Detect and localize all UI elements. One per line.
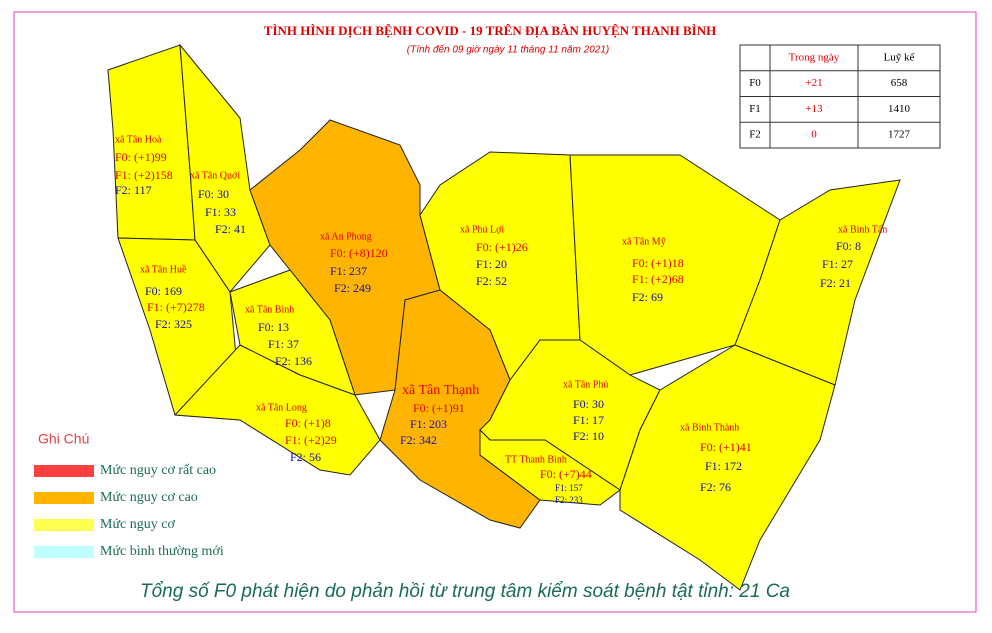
table-cell: F0 <box>749 77 761 89</box>
region-stat: F0: 30 <box>198 187 229 201</box>
region-area <box>479 428 621 506</box>
region-stat: F0: (+7)44 <box>540 467 592 481</box>
region-area <box>619 344 836 591</box>
region-name: xã Tân Huề <box>140 264 187 275</box>
region-stat: F2: 117 <box>115 183 152 197</box>
region-stat: F2: 249 <box>334 281 371 295</box>
region-stat: F2: 56 <box>290 450 321 464</box>
region-name: xã Tân Hoà <box>115 134 162 145</box>
region-stat: F2: 76 <box>700 480 731 494</box>
region-stat: F1: 27 <box>822 257 853 271</box>
region-stat: F1: 172 <box>705 459 742 473</box>
legend: Ghi Chú Mức nguy cơ rất cao Mức nguy cơ ca… <box>34 431 224 559</box>
region-name: xã Tân Thạnh <box>402 383 479 398</box>
region-name: xã An Phong <box>320 231 372 242</box>
region-name: xã Tân Quới <box>190 170 240 181</box>
region-stat: F1: 203 <box>410 417 447 431</box>
footer: Tổng số F0 phát hiện do phản hồi từ trun… <box>140 581 790 602</box>
region-stat: F1: 157 <box>555 483 583 493</box>
table-cell: F1 <box>749 103 761 115</box>
region-stat: F2: 136 <box>275 354 312 368</box>
region-stat: F2: 41 <box>215 222 246 236</box>
legend-label: Mức nguy cơ cao <box>100 490 198 505</box>
region-stat: F2: 10 <box>573 429 604 443</box>
region-name: xã Tân Bình <box>245 304 294 315</box>
region-stat: F2: 342 <box>400 433 437 447</box>
table-cell: 0 <box>811 129 817 141</box>
table-header: Luỹ kế <box>884 51 916 63</box>
region-name: xã Bình Thành <box>680 422 739 433</box>
region-stat: F1: 33 <box>205 205 236 219</box>
region-stat: F0: (+1)18 <box>632 256 684 270</box>
region-name: xã Tân Long <box>256 402 307 413</box>
region-stat: F0: (+1)26 <box>476 240 528 254</box>
legend-swatch <box>34 492 94 504</box>
region-stat: F2: 52 <box>476 274 507 288</box>
legend-swatch <box>34 519 94 531</box>
region-stat: F0: 8 <box>836 239 861 253</box>
region-stat: F2: 325 <box>155 317 192 331</box>
region-stat: F2: 69 <box>632 290 663 304</box>
title: TÌNH HÌNH DỊCH BỆNH COVID - 19 TRÊN ĐỊA … <box>264 23 716 38</box>
region-area <box>173 344 381 476</box>
region-stat: F0: 169 <box>145 284 182 298</box>
legend-label: Mức nguy cơ rất cao <box>100 463 216 478</box>
region-stat: F1: (+2)68 <box>632 272 684 286</box>
table-header: Trong ngày <box>789 51 840 63</box>
region-stat: F1: (+2)29 <box>285 433 337 447</box>
region-stat: F0: (+1)99 <box>115 150 167 164</box>
region-stat: F1: (+7)278 <box>147 300 205 314</box>
table-cell: +21 <box>805 77 822 89</box>
region-stat: F0: (+1)41 <box>700 440 752 454</box>
regions <box>107 43 901 591</box>
subtitle: (Tính đến 09 giờ ngày 11 tháng 11 năm 20… <box>407 44 609 56</box>
legend-label: Mức bình thường mới <box>100 544 224 559</box>
region-name: TT Thanh Bình <box>505 454 567 465</box>
legend-swatch <box>34 546 94 558</box>
region-stat: F0: (+1)8 <box>285 416 331 430</box>
table-cell: +13 <box>805 103 823 115</box>
table-cell: 658 <box>891 77 908 89</box>
region-name: xã Tân Phú <box>563 379 608 390</box>
summary-table: Trong ngày Luỹ kế F0 +21 658 F1 +13 1410 F2 0 1727 <box>739 44 941 149</box>
region-stat: F2: 233 <box>555 495 583 505</box>
legend-label: Mức nguy cơ <box>100 517 175 532</box>
legend-title: Ghi Chú <box>38 431 89 447</box>
table-cell: F2 <box>749 129 761 141</box>
region-name: xã Bình Tấn <box>838 224 887 235</box>
table-cell: 1410 <box>888 103 911 115</box>
region-stat: F0: 13 <box>258 320 289 334</box>
region-stat: F1: 37 <box>268 337 299 351</box>
region-stat: F2: 21 <box>820 276 851 290</box>
region-stat: F0: (+8)120 <box>330 246 388 260</box>
region-stat: F1: 20 <box>476 257 507 271</box>
region-stat: F1: 17 <box>573 413 604 427</box>
region-stat: F0: 30 <box>573 397 604 411</box>
region-stat: F1: (+2)158 <box>115 168 173 182</box>
region-name: xã Tân Mỹ <box>622 236 666 247</box>
region-stat: F1: 237 <box>330 264 367 278</box>
region-area <box>734 179 901 386</box>
region-name: xã Phú Lợi <box>460 224 504 235</box>
region-stat: F0: (+1)91 <box>413 401 465 415</box>
legend-swatch <box>34 465 94 477</box>
region-area <box>179 43 271 293</box>
table-cell: 1727 <box>888 129 911 141</box>
